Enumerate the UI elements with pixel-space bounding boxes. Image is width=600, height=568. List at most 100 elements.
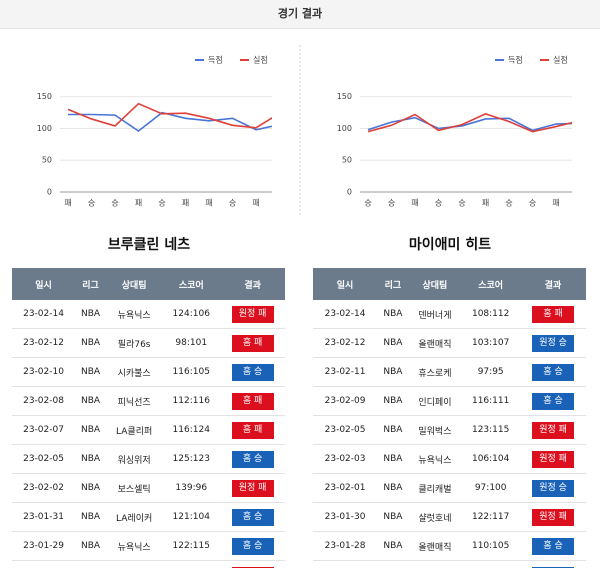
cell: 23-02-12 [12, 328, 76, 358]
column-header: 리그 [75, 268, 107, 300]
cell: 클리캐벌 [408, 473, 462, 503]
cell: 23-02-14 [12, 300, 76, 329]
legend-label: 실점 [253, 55, 268, 65]
cell: 원정 패 [220, 300, 285, 329]
header-row: 일시 리그 상대팀 스코어 결과 [12, 268, 285, 300]
cell: 23-02-11 [313, 357, 378, 387]
cell: 110:105 [461, 531, 521, 561]
x-tick-label: 승 [158, 199, 165, 208]
x-tick-label: 패 [482, 198, 489, 208]
cell: 98:95 [461, 560, 521, 568]
cell: 23-01-29 [12, 531, 76, 561]
cell: NBA [75, 444, 107, 474]
column-header: 상대팀 [106, 268, 163, 300]
column-header: 스코어 [461, 268, 521, 300]
x-tick-label: 승 [435, 199, 442, 208]
cell: NBA [377, 328, 409, 358]
cell: 홈 패 [220, 386, 285, 416]
x-tick-label: 승 [229, 199, 236, 208]
row: 23-02-11 NBA 휴스로케 97:95 홈 승 [313, 357, 586, 387]
row: 23-02-01 NBA 클리캐벌 97:100 원정 승 [313, 473, 586, 503]
cell: 23-02-09 [313, 386, 378, 416]
cell: 23-02-02 [12, 473, 76, 503]
cell: 23-02-01 [313, 473, 378, 503]
x-tick-label: 패 [64, 198, 71, 208]
header: 경기 결과 [0, 0, 600, 29]
result-badge: 원정 승 [532, 479, 575, 497]
column-header: 결과 [520, 268, 586, 300]
cell: 홈 패 [220, 415, 285, 445]
cell: 홈 승 [220, 444, 285, 474]
column-header: 일시 [12, 268, 76, 300]
cell: 홈 패 [220, 560, 285, 568]
row: 23-02-14 NBA 뉴욕닉스 124:106 원정 패 [12, 300, 285, 329]
cell: NBA [377, 560, 409, 568]
result-badge: 홈 승 [231, 508, 274, 526]
team-title: 브루클린 네츠 [107, 237, 191, 253]
cell: NBA [75, 357, 107, 387]
result-badge: 홈 승 [532, 363, 575, 381]
cell: 124:106 [162, 300, 221, 329]
result-badge: 홈 패 [231, 421, 274, 439]
y-tick-label: 50 [42, 156, 52, 165]
cell: 뉴욕닉스 [408, 444, 462, 474]
cell: 139:96 [162, 473, 221, 503]
x-tick-label: 패 [411, 198, 418, 208]
cell: NBA [75, 502, 107, 532]
cell: 샬럿호네 [408, 502, 462, 532]
legend-label: 득점 [508, 55, 523, 65]
y-tick-label: 100 [37, 124, 52, 133]
cell: 원정 승 [520, 328, 586, 358]
row: 23-01-27NBA디트피스122:130 홈 패 [12, 560, 285, 568]
cell: 올랜매직 [408, 328, 462, 358]
result-badge: 홈 승 [231, 450, 274, 468]
cell: 23-01-31 [12, 502, 76, 532]
result-badge: 홈 승 [532, 566, 575, 568]
cell: 23-02-14 [313, 300, 378, 329]
cell: 디트피스 [106, 560, 163, 568]
cell: 휴스로케 [408, 357, 462, 387]
result-badge: 홈 패 [231, 334, 274, 352]
y-tick-label: 100 [337, 124, 352, 133]
row: 23-02-08 NBA 피닉선즈 112:116 홈 패 [12, 386, 285, 416]
cell: 106:104 [461, 444, 521, 474]
legend-label: 실점 [553, 55, 568, 65]
row: 23-02-07 NBA LA클리퍼 116:124 홈 패 [12, 415, 285, 445]
cell: 23-02-03 [313, 444, 378, 474]
x-tick-label: 패 [135, 198, 142, 208]
cell: NBA [377, 502, 409, 532]
result-badge: 원정 패 [231, 479, 274, 497]
row: 23-02-03 NBA 뉴욕닉스 106:104 원정 패 [313, 444, 586, 474]
cell: 23-01-25 [313, 560, 378, 568]
cell: 108:112 [461, 300, 521, 329]
cell: NBA [75, 531, 107, 561]
legend-label: 득점 [208, 55, 223, 65]
cell: 원정 패 [520, 444, 586, 474]
cell: 시카불스 [106, 357, 163, 387]
team-title: 마이애미 히트 [408, 237, 492, 253]
x-tick-label: 패 [552, 198, 559, 208]
column-header: 상대팀 [408, 268, 462, 300]
row: 23-01-25NBA보스셀틱98:95 홈 승 [313, 560, 586, 568]
row: 23-01-30 NBA 샬럿호네 122:117 원정 패 [313, 502, 586, 532]
header-row: 일시 리그 상대팀 스코어 결과 [313, 268, 586, 300]
x-tick-label: 승 [388, 199, 395, 208]
y-tick-label: 150 [337, 92, 352, 101]
x-tick-label: 승 [529, 199, 536, 208]
cell: 홈 승 [520, 531, 586, 561]
cell: 122:115 [162, 531, 221, 561]
cell: NBA [75, 473, 107, 503]
cell: 23-02-05 [12, 444, 76, 474]
row: 23-02-12 NBA 올랜매직 103:107 원정 승 [313, 328, 586, 358]
cell: NBA [377, 300, 409, 329]
charts: 0 50 100 150 패 승 승 패 승 패 패 승 패 득점 실점 0 50 100 150 승 승 패 승 승 패 승 승 패… [37, 45, 572, 215]
y-tick-label: 150 [37, 92, 52, 101]
cell: 97:95 [461, 357, 521, 387]
row: 23-02-09 NBA 인디페이 116:111 홈 승 [313, 386, 586, 416]
row: 23-02-05 NBA 워싱위저 125:123 홈 승 [12, 444, 285, 474]
cell: 116:105 [162, 357, 221, 387]
x-tick-label: 승 [111, 199, 118, 208]
cell: 116:111 [461, 386, 521, 416]
cell: 원정 패 [520, 415, 586, 445]
cell: 121:104 [162, 502, 221, 532]
